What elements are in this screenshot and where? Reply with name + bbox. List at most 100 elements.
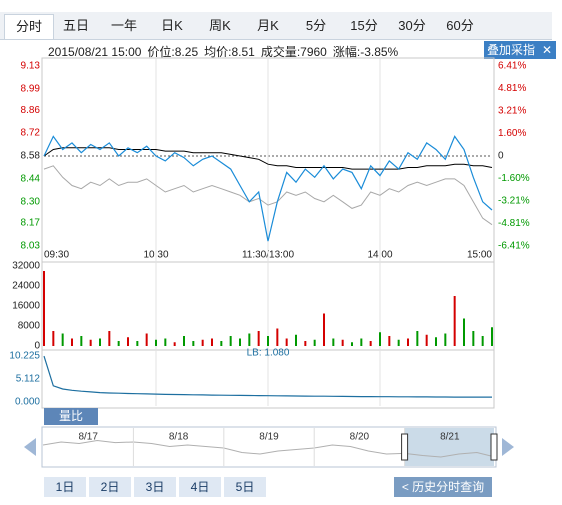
volume-bar <box>52 331 55 346</box>
tab[interactable]: 5分 <box>305 18 327 33</box>
volume-tick-label: 32000 <box>12 261 40 272</box>
nav-date-label: 8/21 <box>440 432 460 443</box>
close-icon[interactable]: ✕ <box>541 43 552 57</box>
info-price: 价位:8.25 <box>147 45 199 59</box>
ratio-tick-label: 5.112 <box>16 374 41 385</box>
volume-bar <box>173 342 176 346</box>
volume-bar <box>155 339 157 346</box>
info-line: 2015/08/21 15:00 价位:8.25 均价:8.51 成交量:7960 涨幅… <box>48 43 404 60</box>
volume-bar <box>416 331 419 346</box>
nav-right-arrow[interactable] <box>502 438 514 456</box>
volume-bar <box>491 327 493 346</box>
y2-tick-label: 3.21% <box>498 106 526 117</box>
volume-bar <box>369 341 372 346</box>
tab[interactable]: 月K <box>257 18 279 33</box>
volume-bar <box>332 338 335 346</box>
history-button[interactable]: < 历史分时查询 <box>394 477 492 497</box>
volume-bar <box>341 339 344 346</box>
volume-bar <box>481 336 484 346</box>
volume-bar <box>379 332 381 346</box>
volume-tick-label: 16000 <box>12 301 40 312</box>
tab[interactable]: 分时 <box>4 14 54 39</box>
volume-bar <box>444 333 447 346</box>
tab[interactable]: 15分 <box>350 18 378 33</box>
y2-tick-label: 1.60% <box>498 128 526 139</box>
price-line <box>43 165 493 226</box>
price-line <box>43 135 493 242</box>
nav-line <box>42 439 496 458</box>
volume-bar <box>397 339 400 346</box>
volume-bar <box>89 339 92 346</box>
volume-bar <box>453 296 456 346</box>
day-button[interactable]: 1日 <box>44 477 86 497</box>
ratio-line <box>43 355 492 398</box>
day-button[interactable]: 3日 <box>134 477 176 497</box>
volume-tick-label: 24000 <box>12 281 40 292</box>
day-button[interactable]: 4日 <box>179 477 221 497</box>
overlay-label: 叠加采指 <box>487 43 536 57</box>
y-tick-label: 8.86 <box>21 105 41 116</box>
volume-bar <box>407 338 409 346</box>
volume-bar <box>136 341 139 346</box>
volume-bar <box>99 338 101 346</box>
nav-date-label: 8/19 <box>259 432 279 443</box>
volume-bar <box>145 333 148 346</box>
volume-bar <box>117 341 120 346</box>
ratio-annotation: LB: 1.080 <box>247 348 290 359</box>
volume-bar <box>304 341 307 346</box>
volume-bar <box>267 336 269 346</box>
nav-date-label: 8/17 <box>78 432 98 443</box>
tab[interactable]: 60分 <box>446 18 474 33</box>
tab[interactable]: 五日 <box>62 18 89 33</box>
tab-bar <box>0 12 552 40</box>
y-tick-label: 8.44 <box>21 174 41 185</box>
volume-bar <box>108 331 111 346</box>
volume-bar <box>257 331 260 346</box>
ratio-tick-label: 0.000 <box>15 397 40 408</box>
x-tick-label: 15:00 <box>467 250 492 261</box>
ratio-tab[interactable]: 量比 <box>44 408 98 425</box>
tab[interactable]: 日K <box>161 18 183 33</box>
y2-tick-label: 0 <box>498 151 504 162</box>
y2-tick-label: 6.41% <box>498 61 526 72</box>
tab[interactable]: 一年 <box>110 18 137 33</box>
nav-left-arrow[interactable] <box>24 438 36 456</box>
nav-handle <box>401 433 409 461</box>
nav-handle <box>490 433 498 461</box>
y-tick-label: 8.72 <box>21 128 41 139</box>
day-button[interactable]: 5日 <box>224 477 266 497</box>
y-tick-label: 9.13 <box>21 61 41 72</box>
volume-bar <box>71 338 73 346</box>
volume-bar <box>276 328 279 346</box>
volume-bar <box>211 338 213 346</box>
info-average: 均价:8.51 <box>204 45 255 59</box>
volume-bar <box>127 337 129 346</box>
y2-tick-label: -3.21% <box>498 196 530 207</box>
y-tick-label: 8.17 <box>21 218 41 229</box>
tab[interactable]: 周K <box>209 18 231 33</box>
day-button[interactable]: 2日 <box>89 477 131 497</box>
y2-tick-label: -4.81% <box>498 218 530 229</box>
volume-bar <box>351 342 353 346</box>
nav-date-label: 8/20 <box>350 432 370 443</box>
y2-tick-label: 4.81% <box>498 83 526 94</box>
overlay-button[interactable]: 叠加采指 ✕ <box>484 41 556 59</box>
info-change: 涨幅:-3.85% <box>332 45 399 59</box>
volume-bar <box>313 339 316 346</box>
tab[interactable]: 30分 <box>398 18 426 33</box>
x-tick-label: 09:30 <box>44 250 69 261</box>
volume-bar <box>472 331 475 346</box>
nav-selection <box>404 428 494 466</box>
price-line <box>43 147 493 170</box>
volume-bar <box>463 318 465 346</box>
y-tick-label: 8.30 <box>21 196 41 207</box>
volume-bar <box>164 338 167 346</box>
volume-bar <box>323 313 325 346</box>
volume-bar <box>248 333 251 346</box>
volume-bar <box>388 336 391 346</box>
y-tick-label: 8.03 <box>21 241 41 252</box>
volume-tick-label: 0 <box>34 341 40 352</box>
volume-bar <box>295 334 297 346</box>
